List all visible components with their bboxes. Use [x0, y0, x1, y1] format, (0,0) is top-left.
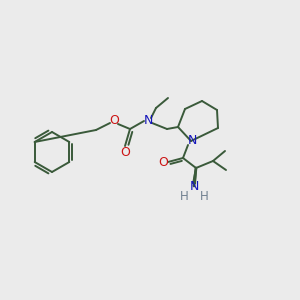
Polygon shape: [192, 168, 197, 184]
Text: N: N: [143, 115, 153, 128]
Text: O: O: [158, 155, 168, 169]
Text: N: N: [187, 134, 197, 148]
Text: O: O: [120, 146, 130, 160]
Text: N: N: [189, 179, 199, 193]
Text: H: H: [200, 190, 208, 203]
Text: O: O: [109, 115, 119, 128]
Text: H: H: [180, 190, 188, 203]
